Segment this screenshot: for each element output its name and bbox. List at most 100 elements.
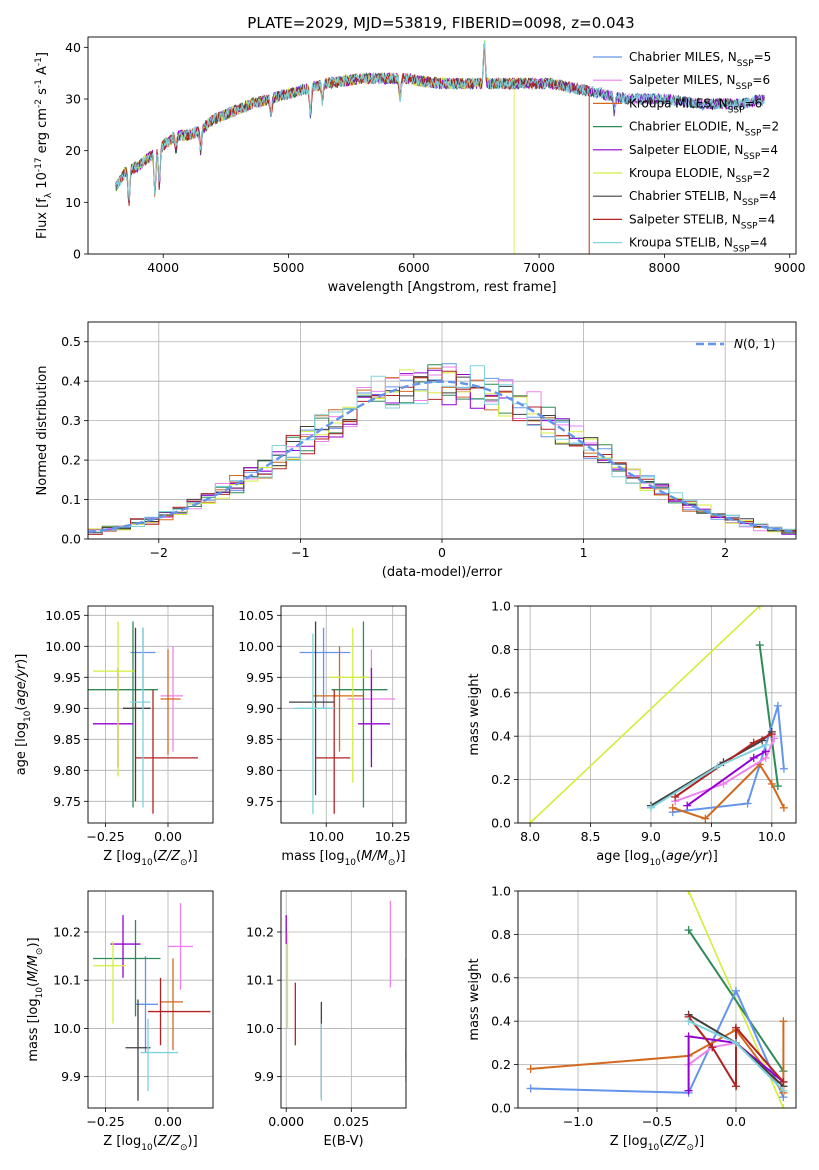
y-tick-label: 9.90	[246, 701, 274, 716]
y-tick-label: 9.80	[246, 763, 274, 778]
axes-frame	[87, 890, 214, 1109]
y-tick-label: 1.0	[491, 599, 511, 614]
errorbar-point	[135, 956, 158, 1053]
y-tick-label: 0.2	[491, 1057, 511, 1072]
x-tick-label: 0.0	[726, 1114, 746, 1129]
y-tick-label: 0.1	[61, 492, 81, 507]
y-tick-label: 10.1	[53, 973, 81, 988]
y-tick-label: 0.0	[491, 816, 511, 831]
x-axis-label: wavelength [Angstrom, rest frame]	[328, 280, 557, 295]
x-tick-label: −1	[291, 545, 309, 560]
y-tick-label: 0.3	[61, 413, 81, 428]
x-axis-label: Z [log10(Z/Z⊙)]	[103, 849, 197, 868]
y-tick-label: 9.75	[246, 794, 274, 809]
x-tick-label: 0.025	[333, 1114, 369, 1129]
errorbar-point	[358, 668, 391, 768]
spectrum-line	[115, 41, 765, 201]
x-tick-label: 7000	[523, 260, 555, 275]
panel-mass_vs_ebv: 0.000 0.025 9.9 10.0 10.1 10.2 E(B-V)	[246, 890, 407, 1149]
plot-area	[526, 606, 788, 823]
weight-line	[672, 705, 785, 814]
y-tick-label: 10.2	[246, 924, 274, 939]
x-tick-label: 10.0	[758, 829, 786, 844]
x-axis-label: E(B-V)	[323, 1134, 363, 1149]
legend-entry: Chabrier ELODIE, NSSP=2	[629, 120, 779, 139]
x-tick-label: 5000	[273, 260, 305, 275]
y-tick-label: 10.00	[45, 639, 81, 654]
y-tick-label: 0.4	[491, 1014, 511, 1029]
y-tick-label: 10.1	[246, 973, 274, 988]
x-tick-label: 9.0	[641, 829, 661, 844]
x-tick-label: 10.00	[308, 829, 344, 844]
legend-entry: N(0, 1)	[734, 337, 775, 351]
y-tick-label: 9.85	[246, 732, 274, 747]
errorbar-point	[93, 621, 136, 777]
legend-entry: Kroupa MILES, NSSP=6	[629, 96, 762, 115]
weight-line	[674, 738, 776, 803]
y-tick-label: 10.0	[53, 1021, 81, 1036]
x-tick-label: 9000	[774, 260, 806, 275]
y-tick-label: 9.75	[53, 794, 81, 809]
x-tick-label: −0.5	[642, 1114, 672, 1129]
errorbar-point	[168, 903, 193, 990]
y-tick-label: 10.0	[246, 1021, 274, 1036]
plot-area	[285, 900, 406, 1101]
axes-frame	[517, 605, 797, 824]
errorbar-point	[130, 627, 151, 808]
plot-area	[93, 903, 211, 1101]
weight-line	[687, 929, 785, 1072]
errorbar-point	[328, 627, 369, 783]
y-tick-label: 0	[73, 247, 81, 262]
panel-weight_vs_z: −1.0 −0.5 0.0 0.0 0.2 0.4 0.6 0.8 1.0 Z [log10(Z/…	[467, 884, 797, 1153]
y-tick-label: 9.95	[246, 670, 274, 685]
errorbar-point	[315, 689, 351, 814]
errorbar-point	[294, 633, 335, 814]
panel-age_vs_mass: 10.00 10.25 9.75 9.80 9.85 9.90 9.95 10.00 10.05…	[238, 605, 411, 868]
x-tick-label: 6000	[398, 260, 430, 275]
y-tick-label: 9.90	[53, 701, 81, 716]
errorbar-point	[110, 915, 141, 978]
x-axis-label: Z [log10(Z/Z⊙)]	[103, 1134, 197, 1153]
grid	[88, 606, 213, 823]
y-tick-label: 0.6	[491, 970, 511, 985]
y-axis-label: mass weight	[467, 673, 482, 755]
y-tick-label: 40	[65, 40, 81, 55]
x-tick-label: 10.25	[375, 829, 411, 844]
x-tick-label: 0.00	[154, 829, 182, 844]
errorbar-point	[135, 689, 198, 814]
grid	[518, 890, 796, 1109]
y-tick-label: 0.4	[61, 374, 81, 389]
plot-area	[88, 363, 796, 535]
y-tick-label: 1.0	[491, 884, 511, 899]
y-tick-label: 0.8	[491, 927, 511, 942]
panel-weight_vs_age: 8.0 8.5 9.0 9.5 10.0 0.0 0.2 0.4 0.6 0.8 1.0 age [l…	[467, 599, 797, 868]
errorbar-point	[125, 999, 151, 1101]
grid	[281, 606, 406, 823]
axes-frame	[87, 36, 797, 255]
x-tick-label: 0.000	[268, 1114, 304, 1129]
axes-frame	[87, 321, 797, 540]
legend-entry: Kroupa ELODIE, NSSP=2	[629, 166, 770, 185]
grid	[88, 891, 213, 1108]
panel-mass_vs_z: −0.25 0.00 9.9 10.0 10.1 10.2 Z [log10(Z/Z⊙)] m…	[26, 890, 214, 1153]
y-tick-label: 9.80	[53, 763, 81, 778]
weight-line	[529, 606, 761, 823]
x-tick-label: 1	[580, 545, 588, 560]
y-tick-label: 10.05	[45, 608, 81, 623]
y-tick-label: 9.9	[254, 1069, 274, 1084]
x-tick-label: 4000	[147, 260, 179, 275]
errorbar-point	[148, 977, 211, 1046]
y-tick-label: 30	[65, 92, 81, 107]
legend-entry: Chabrier MILES, NSSP=5	[629, 50, 771, 69]
y-tick-label: 20	[65, 143, 81, 158]
legend-entry: Chabrier STELIB, NSSP=4	[629, 189, 777, 208]
errorbar-point	[160, 958, 183, 1051]
errorbar-point	[123, 627, 151, 802]
y-axis-label: Normed distribution	[35, 366, 50, 496]
errorbar-point	[88, 621, 158, 808]
y-tick-label: 0.6	[491, 685, 511, 700]
weight-line	[687, 1035, 785, 1091]
grid	[281, 891, 406, 1108]
errorbar-point	[160, 649, 181, 755]
y-tick-label: 0.2	[61, 453, 81, 468]
